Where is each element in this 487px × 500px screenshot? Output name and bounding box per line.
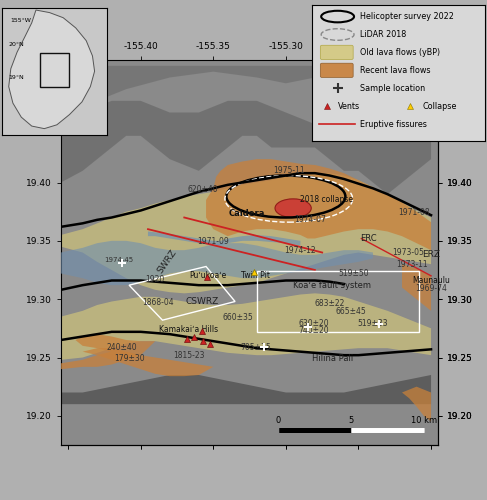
Text: 5: 5: [349, 416, 354, 425]
Text: 179±30: 179±30: [114, 354, 145, 363]
Text: ERZ: ERZ: [422, 250, 440, 260]
Text: 0: 0: [276, 416, 281, 425]
Text: 660±35: 660±35: [223, 314, 253, 322]
Text: Helicopter survey 2022: Helicopter survey 2022: [360, 12, 454, 21]
Text: 1974-45: 1974-45: [104, 256, 133, 262]
Text: 665±45: 665±45: [336, 308, 367, 316]
Text: Maunaulu: Maunaulu: [412, 276, 450, 285]
Text: 20°N: 20°N: [9, 42, 24, 47]
Bar: [257, 271, 419, 332]
Polygon shape: [61, 241, 373, 285]
Polygon shape: [9, 10, 94, 128]
Text: Collapse: Collapse: [422, 102, 457, 111]
Text: 2018 collapse: 2018 collapse: [300, 196, 353, 204]
Text: 1973-05: 1973-05: [392, 248, 424, 257]
Text: 1868-04: 1868-04: [142, 298, 174, 307]
Text: 683±22: 683±22: [314, 300, 345, 308]
Text: 1969-74: 1969-74: [415, 284, 447, 293]
Text: Twin Pit: Twin Pit: [241, 272, 270, 280]
Text: ERC: ERC: [360, 234, 377, 243]
Polygon shape: [61, 375, 431, 404]
Text: 740±20: 740±20: [298, 326, 329, 335]
Text: 1974-07: 1974-07: [295, 216, 326, 224]
Text: SWRZ: SWRZ: [155, 248, 178, 276]
Text: 620±40: 620±40: [188, 185, 219, 194]
Text: 240±40: 240±40: [107, 342, 137, 351]
Text: 19°N: 19°N: [9, 75, 24, 80]
Text: 630±20: 630±20: [298, 319, 329, 328]
Text: 1974-12: 1974-12: [284, 246, 316, 254]
Text: CSWRZ: CSWRZ: [185, 297, 218, 306]
Text: 705±35: 705±35: [240, 342, 271, 351]
Text: Hilina Pali: Hilina Pali: [312, 354, 353, 363]
Polygon shape: [148, 232, 300, 245]
Bar: [40, 54, 70, 86]
Polygon shape: [206, 159, 431, 250]
Text: 1975-11: 1975-11: [273, 166, 304, 175]
Polygon shape: [61, 334, 155, 369]
Polygon shape: [61, 173, 431, 294]
Text: 519±33: 519±33: [357, 319, 388, 328]
Polygon shape: [402, 264, 431, 311]
Text: 10 km: 10 km: [411, 416, 437, 425]
FancyBboxPatch shape: [320, 46, 353, 60]
Text: Koaʻe fault system: Koaʻe fault system: [293, 280, 371, 289]
Text: 1973-11: 1973-11: [396, 260, 428, 268]
Text: LiDAR 2018: LiDAR 2018: [360, 30, 406, 39]
Text: Eruptive fissures: Eruptive fissures: [360, 120, 427, 129]
Text: 1920: 1920: [146, 275, 165, 284]
Polygon shape: [61, 66, 431, 112]
FancyBboxPatch shape: [320, 63, 353, 78]
Polygon shape: [61, 294, 431, 360]
Text: 1971-08: 1971-08: [398, 208, 430, 218]
Text: 519±50: 519±50: [339, 269, 370, 278]
Text: Vents: Vents: [337, 102, 360, 111]
Text: 1971-09: 1971-09: [197, 238, 229, 246]
Polygon shape: [61, 101, 431, 194]
Text: Old lava flows (yBP): Old lava flows (yBP): [360, 48, 440, 57]
Polygon shape: [83, 348, 213, 376]
Text: Puʻukoaʻe: Puʻukoaʻe: [189, 272, 226, 280]
Text: 155°W: 155°W: [11, 18, 32, 22]
Text: Recent lava flows: Recent lava flows: [360, 66, 431, 75]
Text: Sample location: Sample location: [360, 84, 425, 93]
Polygon shape: [402, 386, 431, 422]
Ellipse shape: [275, 199, 311, 218]
Text: Caldera: Caldera: [228, 210, 265, 218]
Text: Kamakaiʻa Hills: Kamakaiʻa Hills: [159, 325, 218, 334]
Text: 1815-23: 1815-23: [173, 350, 205, 360]
